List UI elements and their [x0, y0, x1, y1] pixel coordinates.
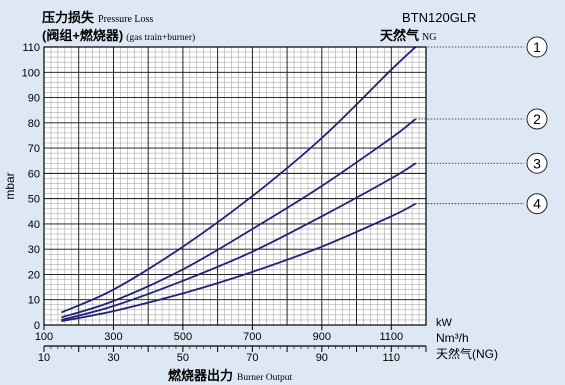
- x-axis-kw-unit: kW: [436, 317, 453, 329]
- series-line-2: [61, 118, 417, 319]
- series-marker-label: 4: [533, 196, 541, 212]
- plot-frame: [43, 46, 427, 326]
- series-line-3: [61, 162, 417, 321]
- y-tick-label: 90: [28, 93, 40, 105]
- y-tick-label: 100: [22, 67, 40, 79]
- series-marker-circle: [526, 36, 548, 58]
- x-tick-label-nm3: 70: [246, 352, 258, 364]
- y-tick-label: 30: [28, 244, 40, 256]
- y-axis-label: mbar: [3, 172, 17, 199]
- y-tick-label: 80: [28, 118, 40, 130]
- x-axis-kw-ticks: 100 300 500 700 900 1100: [35, 325, 403, 343]
- series-markers: 1 2 3 4: [415, 36, 548, 215]
- chart-title: 压力损失 Pressure Loss: [42, 10, 153, 25]
- y-tick-label: 70: [28, 143, 40, 155]
- plot-area: [44, 47, 426, 325]
- y-tick-label: 10: [28, 295, 40, 307]
- x-axis-nm3-ticks: 10 30 50 70 90 110: [38, 346, 427, 364]
- x-tick-label-kw: 900: [313, 331, 331, 343]
- series-line-1: [61, 46, 417, 314]
- x-tick-label-kw: 100: [35, 331, 53, 343]
- x-axis-label: 燃烧器出力 Burner Output: [168, 368, 293, 383]
- x-tick-label-kw: 1100: [379, 331, 403, 343]
- fuel-label: 天然气 NG: [380, 28, 436, 43]
- series-marker-circle: [526, 193, 548, 215]
- x-tick-label-kw: 500: [174, 331, 192, 343]
- series-marker-circle: [526, 152, 548, 174]
- y-tick-label: 20: [28, 269, 40, 281]
- x-tick-label-nm3: 110: [382, 352, 400, 364]
- minor-grid: [43, 46, 427, 326]
- series-marker-circle: [526, 108, 548, 130]
- chart-subtitle: (阀组+燃烧器) (gas train+burner): [42, 28, 195, 43]
- y-tick-labels: 0 10 20 30 40 50 60 70 80 90 100 110: [22, 42, 40, 332]
- x-tick-label-kw: 700: [243, 331, 261, 343]
- series-line-4: [61, 202, 417, 323]
- x-tick-label-nm3: 10: [38, 352, 50, 364]
- y-tick-label: 60: [28, 168, 40, 180]
- x-tick-label-nm3: 50: [177, 352, 189, 364]
- series-lines: [61, 46, 417, 323]
- y-tick-label: 40: [28, 219, 40, 231]
- x-tick-label-nm3: 90: [316, 352, 328, 364]
- x-tick-label-kw: 300: [104, 331, 122, 343]
- model-label: BTN120GLR: [402, 10, 476, 25]
- series-marker-label: 3: [533, 155, 541, 171]
- x-axis-nm3-fuel: 天然气(NG): [436, 346, 498, 361]
- y-tick-label: 110: [22, 42, 40, 54]
- x-tick-label-nm3: 30: [107, 352, 119, 364]
- series-marker-label: 1: [533, 39, 541, 55]
- y-tick-label: 50: [28, 194, 40, 206]
- y-tick-label: 0: [34, 320, 40, 332]
- series-marker-label: 2: [533, 111, 541, 127]
- x-axis-nm3-unit: Nm³/h: [436, 331, 469, 345]
